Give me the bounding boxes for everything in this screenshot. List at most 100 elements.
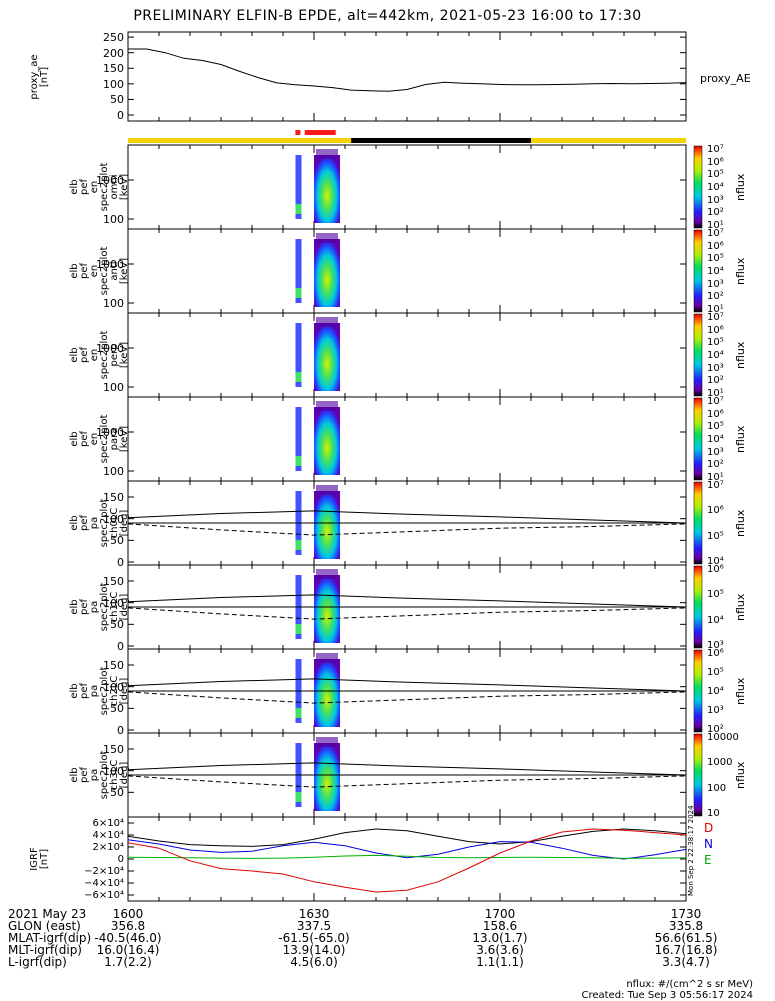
ephem-value: 1.1(1.1) bbox=[476, 955, 524, 969]
perp-frame bbox=[127, 312, 687, 398]
ch1LC-cb-tick: 10⁴ bbox=[707, 614, 724, 626]
ch3LC-cb-tick: 1000 bbox=[707, 757, 733, 769]
anti-cb-unit: nflux bbox=[734, 257, 747, 285]
ephem-value: 13.9(14.0) bbox=[282, 943, 346, 957]
perp-cb-tick: 10⁵ bbox=[707, 337, 724, 349]
igrf-ytick: 0 bbox=[117, 854, 124, 865]
ch1LC-colorbar bbox=[693, 565, 703, 649]
ephem-value: 158.6 bbox=[482, 919, 518, 933]
proxy_ae-ylabel: proxy_ae [nT] bbox=[29, 37, 50, 117]
ephem-value: 1630 bbox=[298, 907, 330, 921]
anti-spectrogram bbox=[295, 233, 341, 307]
perp-spectrogram bbox=[295, 317, 341, 391]
ephem-label-glon: GLON (east) bbox=[8, 919, 81, 933]
ch1LC-cb-tick: 10³ bbox=[707, 640, 724, 651]
science-zone-marker bbox=[295, 130, 301, 135]
ch2LC-ytick: 100 bbox=[103, 680, 124, 694]
ephem-value: 16.7(16.8) bbox=[654, 943, 718, 957]
anti-cb-tick: 10⁴ bbox=[707, 266, 724, 277]
ch2LC-ytick: 0 bbox=[117, 724, 124, 737]
para-colorbar bbox=[693, 397, 703, 481]
omni-cb-tick: 10¹ bbox=[707, 220, 724, 231]
perp-ytick: 100 bbox=[103, 381, 124, 394]
igrf-ytick: −2×10⁴ bbox=[84, 866, 124, 877]
ch2LC-spectrogram bbox=[295, 653, 341, 727]
ephem-value: 1600 bbox=[112, 907, 144, 921]
ch2LC-cb-tick: 10⁵ bbox=[707, 667, 724, 678]
para-ytick: 100 bbox=[103, 465, 124, 478]
anti-cb-tick: 10⁶ bbox=[707, 240, 724, 252]
perp-cb-tick: 10¹ bbox=[707, 388, 724, 399]
perp-cb-tick: 10⁶ bbox=[707, 324, 724, 336]
ephem-label-date: 2021 May 23 bbox=[8, 907, 87, 921]
ephem-value: -40.5(46.0) bbox=[94, 931, 162, 945]
ch1LC-spectrogram bbox=[295, 569, 341, 643]
omni-cb-tick: 10⁷ bbox=[707, 144, 724, 155]
para-cb-tick: 10¹ bbox=[707, 472, 724, 483]
ch3LC-colorbar bbox=[693, 733, 703, 817]
igrf-ylabel: IGRF [nT] bbox=[29, 819, 50, 899]
igrf-ytick: −4×10⁴ bbox=[84, 878, 124, 889]
ch0LC-cb-tick: 10⁵ bbox=[707, 530, 724, 542]
orbit-bar-night bbox=[351, 138, 531, 143]
ephem-value: 13.0(1.7) bbox=[472, 931, 528, 945]
igrf-series-black bbox=[127, 828, 687, 847]
igrf-ytick: 4×10⁴ bbox=[92, 830, 124, 841]
igrf-legend-E: E bbox=[704, 853, 712, 867]
ch2LC-ytick: 50 bbox=[110, 702, 124, 716]
ch2LC-cb-tick: 10⁴ bbox=[707, 686, 724, 697]
science-zone-marker bbox=[304, 130, 336, 135]
ch0LC-ytick: 0 bbox=[117, 556, 124, 569]
ch1LC-ytick: 100 bbox=[103, 596, 124, 610]
ch2LC-colorbar bbox=[693, 649, 703, 733]
proxy_ae-ytick: 100 bbox=[103, 77, 124, 91]
ephem-value: 4.5(6.0) bbox=[290, 955, 338, 969]
ch0LC-spectrogram bbox=[295, 485, 341, 559]
ch3LC-cb-tick: 10 bbox=[707, 808, 720, 819]
igrf-series-N bbox=[127, 839, 687, 860]
para-cb-tick: 10⁶ bbox=[707, 408, 724, 420]
para-cb-unit: nflux bbox=[734, 425, 747, 453]
ch1LC-cb-unit: nflux bbox=[734, 593, 747, 621]
omni-ytick: 100 bbox=[103, 213, 124, 226]
side-stamp: Mon Sep 2 22:38:17 2024 bbox=[687, 805, 695, 896]
anti-cb-tick: 10⁷ bbox=[707, 228, 724, 239]
ephem-column-3: 1730 335.8 56.6(61.5) 16.7(16.8) 3.3(4.7) bbox=[631, 908, 741, 968]
igrf-series-D bbox=[127, 828, 687, 893]
ch1LC-ytick: 0 bbox=[117, 640, 124, 653]
proxy-ae-side-label: proxy_AE bbox=[700, 72, 751, 85]
igrf-ytick: −6×10⁴ bbox=[84, 890, 124, 901]
ephem-column-0: 1600 356.8 -40.5(46.0) 16.0(16.4) 1.7(2.2) bbox=[73, 908, 183, 968]
ephem-label-mlt: MLT-igrf(dip) bbox=[8, 943, 82, 957]
omni-spectrogram bbox=[295, 149, 341, 223]
chart-title: PRELIMINARY ELFIN-B EPDE, alt=442km, 202… bbox=[133, 8, 642, 24]
igrf-legend-N: N bbox=[704, 837, 713, 851]
ch0LC-ytick: 100 bbox=[103, 512, 124, 526]
igrf-ytick: 6×10⁴ bbox=[92, 818, 124, 829]
omni-cb-tick: 10² bbox=[707, 207, 724, 219]
ephem-value: 337.5 bbox=[296, 919, 332, 933]
para-cb-tick: 10⁵ bbox=[707, 421, 724, 433]
ch1LC-cb-tick: 10⁵ bbox=[707, 589, 724, 601]
para-ytick: 1000 bbox=[96, 426, 124, 439]
omni-cb-unit: nflux bbox=[734, 173, 747, 201]
ch2LC-ytick: 150 bbox=[103, 659, 124, 672]
ch3LC-ytick: 150 bbox=[103, 743, 124, 756]
para-frame bbox=[127, 396, 687, 482]
igrf-series-E bbox=[127, 854, 687, 859]
ch0LC-cb-tick: 10⁶ bbox=[707, 505, 724, 517]
ch0LC-colorbar bbox=[693, 481, 703, 565]
ch2LC-cb-tick: 10² bbox=[707, 724, 724, 735]
ch3LC-ytick: 100 bbox=[103, 764, 124, 778]
ch2LC-cb-tick: 10⁶ bbox=[707, 648, 724, 659]
footer-created: Created: Tue Sep 3 05:56:17 2024 bbox=[581, 990, 754, 1001]
igrf-ytick: 2×10⁴ bbox=[92, 842, 124, 853]
perp-cb-tick: 10⁷ bbox=[707, 312, 724, 323]
ephem-value: 1.7(2.2) bbox=[104, 955, 152, 969]
proxy_ae-ylabel-line: [nT] bbox=[39, 66, 50, 87]
ch1LC-ytick: 150 bbox=[103, 575, 124, 588]
ch2LC-cb-unit: nflux bbox=[734, 677, 747, 705]
proxy_ae-frame bbox=[127, 31, 687, 122]
ch2LC-cb-tick: 10³ bbox=[707, 705, 724, 716]
